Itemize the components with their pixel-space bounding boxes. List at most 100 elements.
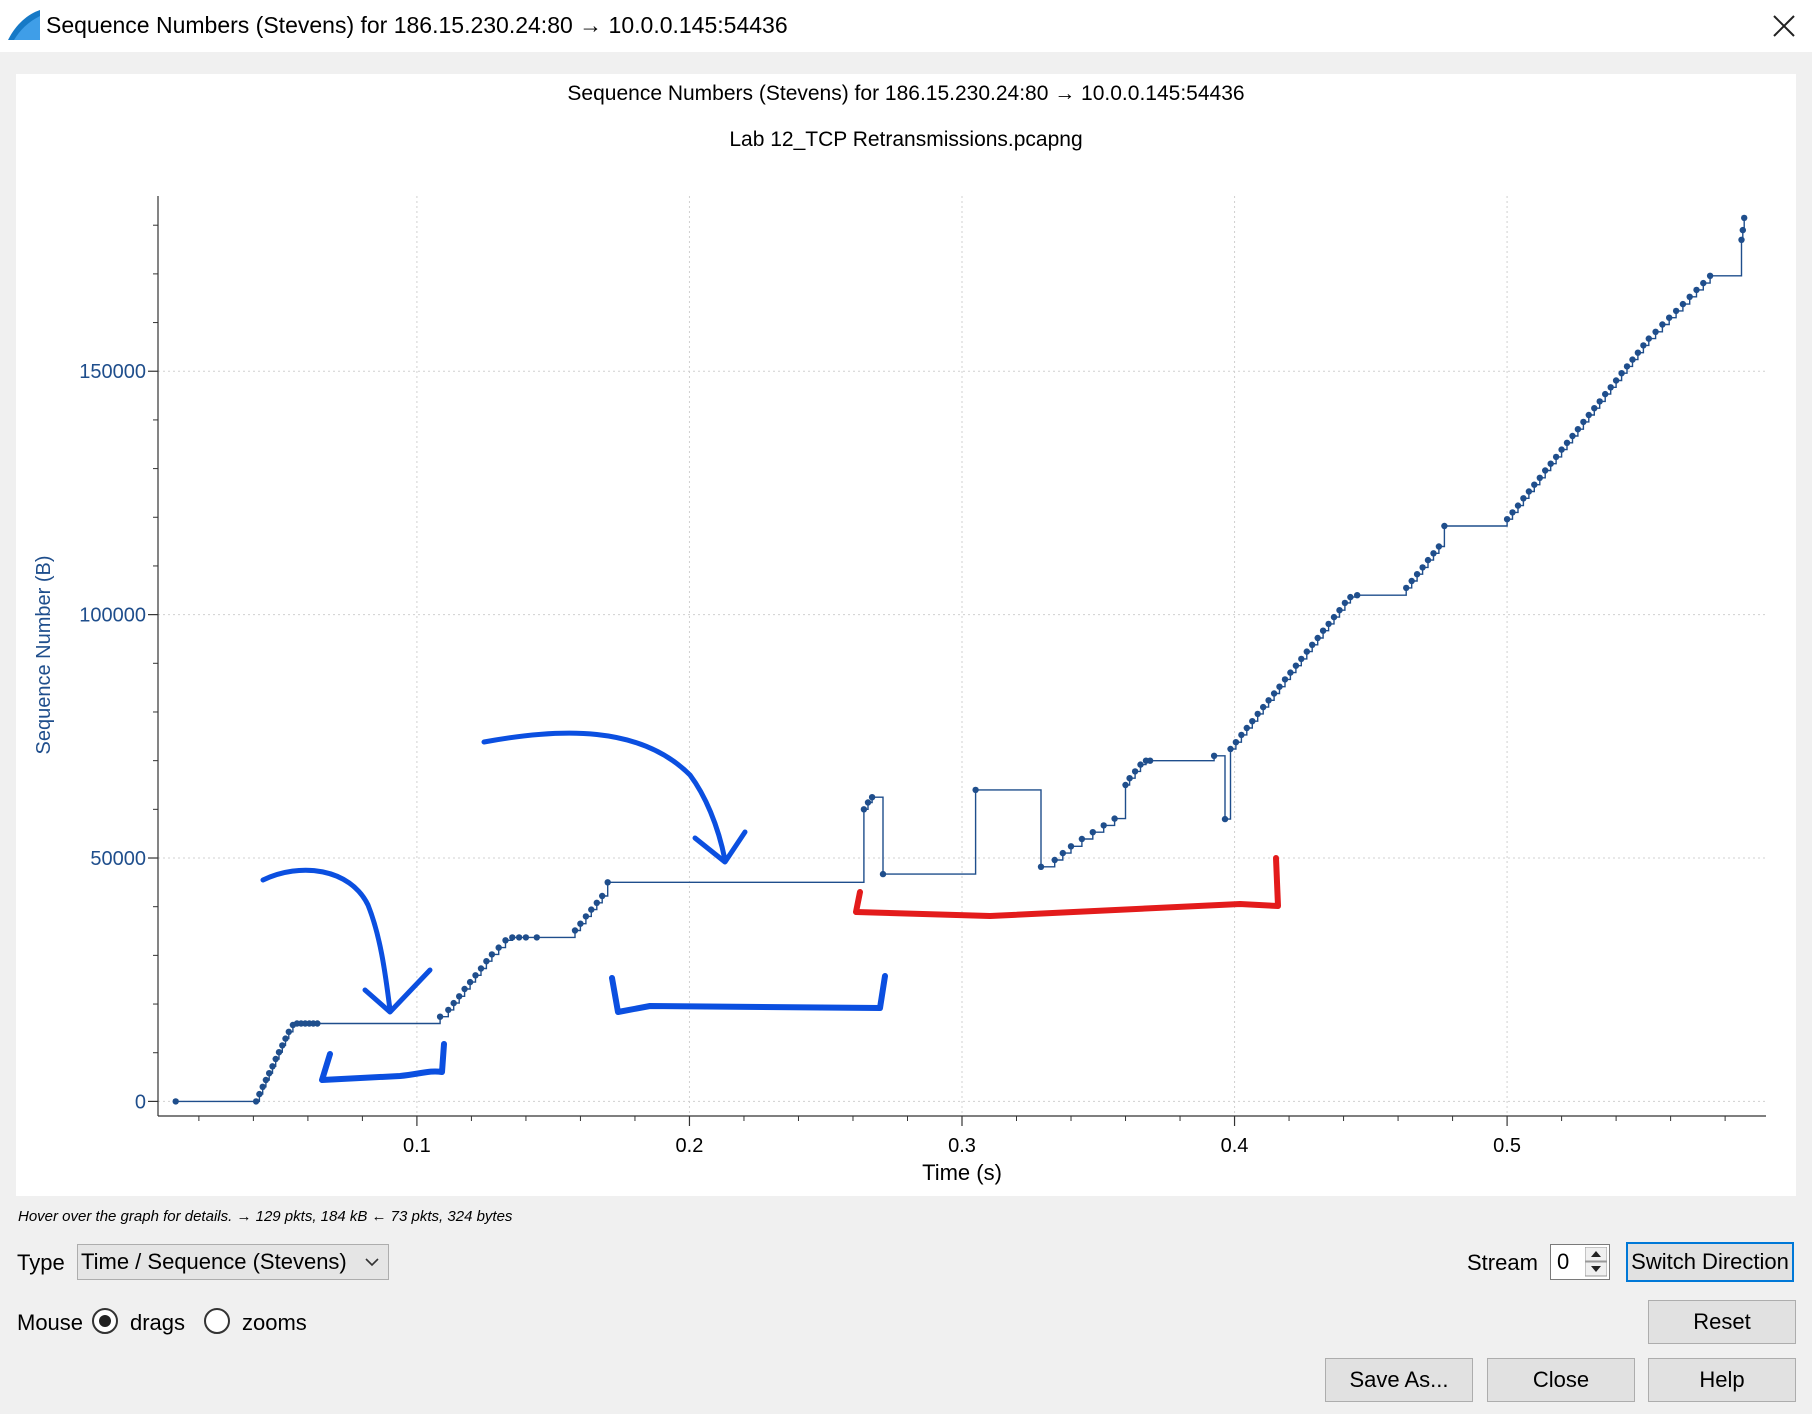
data-point [1652, 328, 1659, 335]
y-axis-label: Sequence Number (B) [33, 556, 55, 755]
data-point [864, 799, 872, 806]
data-point [1602, 390, 1609, 398]
data-point [1640, 342, 1647, 349]
graph-type-dropdown[interactable]: Time / Sequence (Stevens) [77, 1244, 389, 1280]
data-point [445, 1006, 452, 1014]
data-point [1131, 768, 1139, 775]
x-axis-label: Time (s) [922, 1160, 1002, 1185]
data-point [593, 899, 600, 906]
data-point [1634, 349, 1642, 356]
data-point [1706, 272, 1714, 279]
data-point [1645, 335, 1653, 342]
data-point [1531, 481, 1538, 488]
spinner-arrows-icon[interactable] [1585, 1247, 1607, 1277]
data-point [466, 978, 474, 986]
data-point [571, 927, 579, 934]
data-point [1435, 543, 1443, 550]
type-label: Type [17, 1250, 65, 1275]
data-point [461, 985, 468, 993]
data-point [1666, 314, 1673, 321]
series-step-line [175, 217, 1745, 1103]
data-point [256, 1090, 263, 1098]
data-point [1067, 843, 1075, 850]
blue-arrow-1 [260, 867, 393, 1013]
data-point [314, 1020, 321, 1027]
switch-direction-button[interactable]: Switch Direction [1626, 1242, 1794, 1282]
data-point [1100, 822, 1107, 829]
data-point [259, 1083, 266, 1091]
data-point [1270, 690, 1278, 697]
data-point [1563, 439, 1571, 446]
data-point [1503, 516, 1511, 523]
data-point [252, 1098, 260, 1105]
data-point [1287, 669, 1294, 676]
data-point [1078, 835, 1086, 843]
stream-spinbox[interactable]: 0 [1550, 1244, 1610, 1280]
reset-button[interactable]: Reset [1648, 1300, 1796, 1344]
data-point [1618, 370, 1625, 377]
data-point [1243, 724, 1251, 732]
data-point [1298, 655, 1305, 663]
data-point [272, 1055, 279, 1063]
y-tick-label: 0 [135, 1091, 146, 1113]
data-point [1347, 593, 1354, 601]
data-point [577, 920, 584, 927]
data-point [279, 1042, 286, 1049]
data-point [1319, 627, 1327, 634]
data-point [1336, 607, 1343, 614]
chevron-down-icon [365, 1258, 379, 1267]
status-hint: Hover over the graph for details. → 129 … [18, 1208, 513, 1225]
data-point [1591, 405, 1598, 412]
data-point [269, 1063, 276, 1070]
data-point [502, 937, 509, 944]
data-point [1672, 307, 1680, 315]
data-point [1612, 377, 1620, 384]
data-point [1408, 577, 1415, 585]
data-point [1547, 460, 1554, 467]
data-point [495, 944, 502, 951]
data-point [1276, 683, 1283, 690]
data-point [1265, 697, 1272, 704]
y-tick-label: 50000 [90, 848, 146, 870]
close-icon[interactable] [1762, 6, 1806, 46]
series-points [172, 214, 1748, 1105]
data-point [1693, 286, 1700, 294]
blue-arrow-1-head [362, 967, 433, 1015]
drags-radio[interactable] [92, 1308, 118, 1334]
zooms-radio[interactable] [204, 1308, 230, 1334]
data-point [1260, 703, 1267, 711]
data-point [488, 951, 496, 958]
data-point [1341, 599, 1349, 607]
data-point [1232, 739, 1240, 746]
data-point [1227, 745, 1234, 753]
data-point [1126, 775, 1133, 782]
data-point [275, 1049, 283, 1056]
data-point [515, 934, 523, 941]
save-as-button[interactable]: Save As... [1325, 1358, 1473, 1402]
data-point [282, 1035, 289, 1042]
data-point [1607, 384, 1614, 391]
x-tick-label: 0.1 [403, 1135, 431, 1157]
data-point [1558, 446, 1565, 453]
close-button[interactable]: Close [1487, 1358, 1635, 1402]
data-point [1413, 571, 1421, 578]
help-button[interactable]: Help [1648, 1358, 1796, 1402]
data-point [477, 965, 485, 972]
data-point [1536, 474, 1544, 481]
data-point [1441, 522, 1448, 530]
data-point [599, 892, 606, 900]
data-point [1137, 761, 1144, 768]
stream-label: Stream [1467, 1250, 1538, 1275]
data-point [1623, 363, 1631, 370]
data-point [1221, 815, 1229, 823]
data-point [879, 870, 887, 878]
blue-arrow-2 [481, 730, 728, 863]
data-point [1552, 453, 1560, 461]
data-point [1059, 849, 1067, 857]
data-point [1596, 398, 1603, 405]
plot-panel[interactable] [16, 74, 1796, 1196]
data-point [522, 934, 530, 941]
x-tick-label: 0.3 [948, 1135, 976, 1157]
grid-lines [158, 196, 1766, 1116]
